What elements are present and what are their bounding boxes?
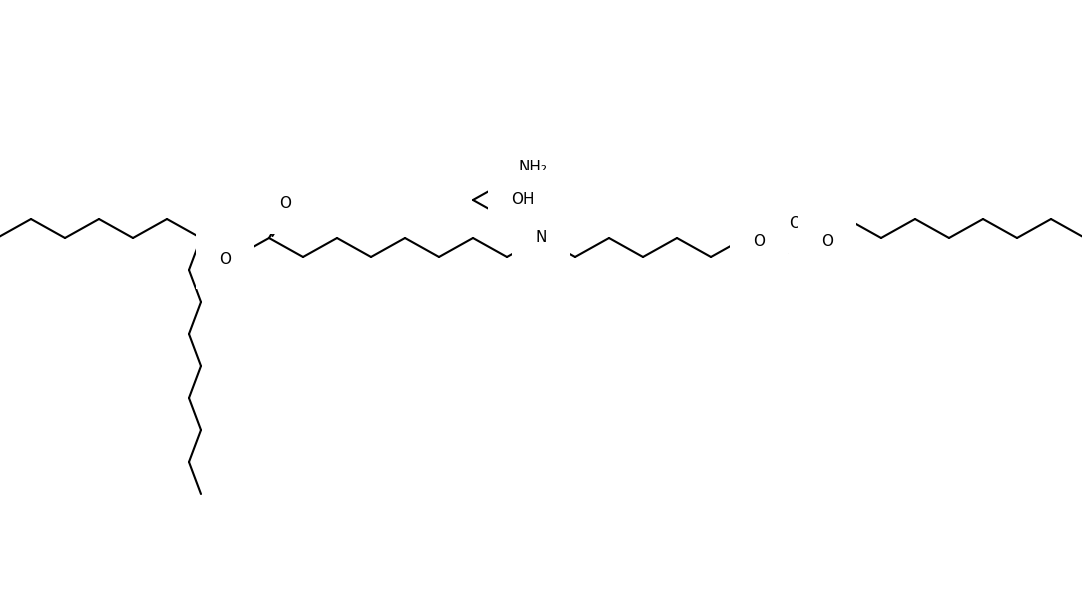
Text: O: O bbox=[789, 215, 801, 230]
Text: O: O bbox=[821, 235, 833, 250]
Text: N: N bbox=[536, 230, 546, 245]
Text: NH₂: NH₂ bbox=[519, 160, 547, 174]
Text: O: O bbox=[219, 251, 230, 267]
Text: OH: OH bbox=[511, 192, 535, 207]
Text: O: O bbox=[753, 235, 765, 250]
Text: O: O bbox=[279, 197, 291, 212]
